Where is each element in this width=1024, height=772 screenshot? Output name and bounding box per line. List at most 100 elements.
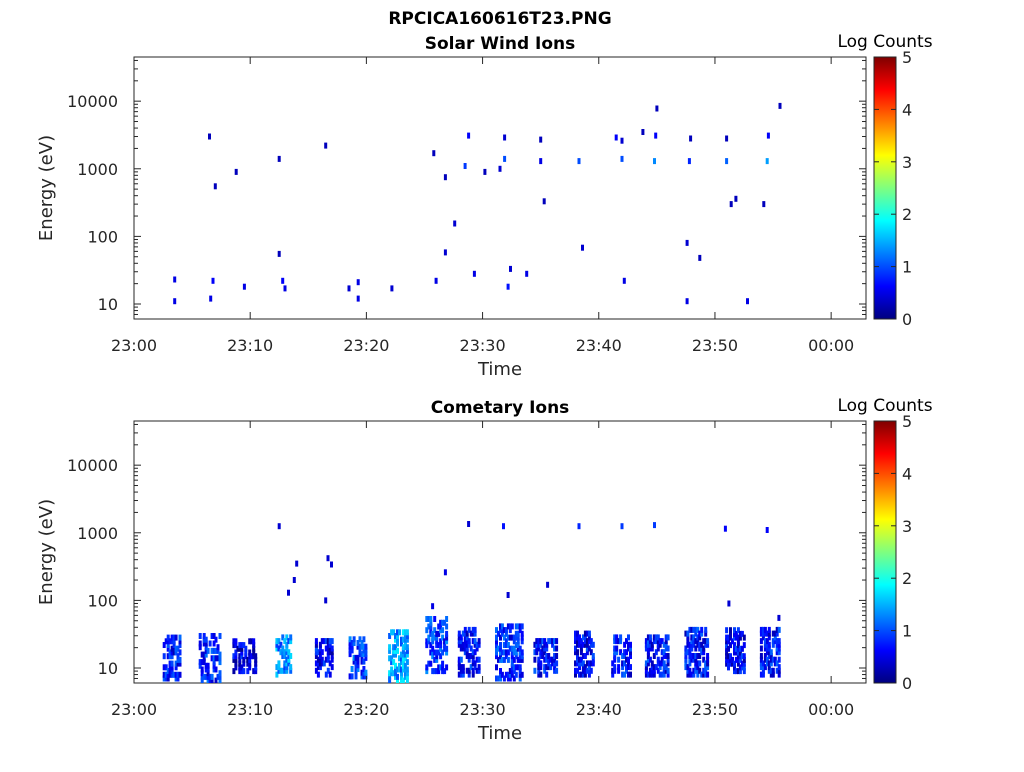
heatmap-cell	[759, 671, 763, 678]
heatmap-cell	[688, 649, 692, 656]
heatmap-cell	[392, 651, 396, 658]
heatmap-cell	[473, 641, 477, 648]
heatmap-cell	[238, 645, 242, 652]
heatmap-cell	[316, 649, 320, 656]
heatmap-cell	[244, 649, 248, 656]
heatmap-cell	[583, 638, 587, 645]
heatmap-cell	[684, 660, 688, 667]
heatmap-cell	[394, 644, 397, 651]
heatmap-cell	[578, 656, 581, 663]
heatmap-cell	[729, 201, 733, 208]
heatmap-cell	[425, 616, 429, 622]
heatmap-cell	[234, 649, 238, 656]
heatmap-cell	[200, 670, 204, 677]
heatmap-cell	[170, 645, 174, 652]
heatmap-cell	[763, 656, 767, 663]
heatmap-cell	[403, 673, 407, 680]
heatmap-cell	[692, 634, 696, 641]
heatmap-cell	[696, 626, 700, 633]
heatmap-cell	[330, 645, 334, 652]
heatmap-cell	[405, 673, 409, 680]
heatmap-cell	[704, 626, 708, 633]
heatmap-cell	[775, 649, 779, 656]
solar-wind-panel: Solar Wind Ions 23:00 23:10 23:20 23:30 23:4…	[36, 32, 933, 380]
heatmap-cell	[578, 634, 581, 641]
heatmap-cell	[706, 660, 710, 667]
heatmap-cell	[587, 671, 591, 678]
heatmap-cell	[469, 664, 473, 671]
heatmap-cell	[457, 660, 461, 667]
heatmap-cell	[769, 667, 773, 674]
colorbar	[873, 56, 897, 320]
heatmap-cell	[500, 649, 504, 656]
heatmap-cell	[348, 673, 352, 680]
heatmap-cell	[471, 653, 475, 659]
heatmap-cell	[510, 656, 514, 663]
heatmap-cell	[495, 627, 498, 634]
heatmap-cell	[277, 523, 281, 530]
heatmap-cell	[238, 664, 242, 671]
heatmap-cell	[277, 155, 281, 162]
heatmap-cell	[350, 666, 354, 672]
heatmap-cell	[206, 670, 210, 677]
heatmap-cell	[619, 634, 623, 641]
heatmap-cell	[771, 641, 775, 648]
heatmap-cell	[439, 638, 443, 645]
heatmap-cell	[662, 660, 666, 667]
heatmap-cell	[769, 649, 773, 656]
heatmap-cell	[172, 634, 176, 641]
heatmap-cell	[765, 656, 769, 663]
heatmap-cell	[405, 659, 409, 666]
heatmap-cell	[591, 656, 595, 663]
heatmap-cell	[465, 641, 469, 648]
heatmap-cell	[506, 283, 510, 290]
heatmap-cell	[545, 645, 549, 652]
heatmap-cell	[543, 649, 547, 656]
heatmap-cell	[518, 656, 522, 663]
heatmap-cell	[581, 671, 585, 678]
heatmap-cell	[543, 667, 547, 674]
heatmap-cell	[198, 640, 202, 647]
heatmap-cell	[318, 653, 322, 659]
heatmap-cell	[646, 638, 650, 645]
heatmap-cell	[324, 638, 328, 645]
heatmap-cell	[172, 642, 176, 648]
heatmap-cell	[696, 664, 700, 671]
heatmap-cell	[168, 638, 172, 645]
heatmap-cell	[506, 592, 510, 598]
heatmap-cell	[499, 675, 502, 682]
heatmap-cell	[514, 649, 518, 656]
heatmap-cell	[692, 638, 696, 645]
heatmap-cell	[204, 644, 208, 651]
heatmap-cell	[174, 671, 178, 678]
heatmap-cell	[615, 638, 619, 645]
heatmap-cell	[467, 638, 471, 645]
heatmap-cell	[463, 638, 467, 645]
heatmap-cell	[318, 641, 322, 648]
heatmap-cell	[734, 649, 738, 656]
heatmap-cell	[658, 660, 662, 667]
heatmap-cell	[218, 633, 222, 639]
heatmap-cell	[465, 649, 469, 656]
heatmap-cell	[578, 660, 581, 667]
y-axis-label: Energy (eV)	[36, 499, 57, 605]
panel-title: Cometary Ions	[431, 398, 570, 418]
heatmap-cell	[684, 656, 688, 663]
heatmap-cell	[620, 155, 624, 162]
heatmap-cell	[461, 671, 465, 678]
heatmap-cell	[390, 629, 394, 636]
heatmap-cell	[198, 662, 202, 669]
heatmap-cell	[352, 640, 356, 646]
colorbar-label: Log Counts	[837, 32, 932, 52]
x-axis-label: Time	[477, 723, 522, 744]
heatmap-cell	[617, 667, 621, 674]
heatmap-cell	[518, 653, 522, 660]
heatmap-cell	[176, 645, 180, 652]
heatmap-cell	[277, 645, 281, 652]
heatmap-cell	[662, 664, 666, 671]
heatmap-cell	[388, 644, 392, 651]
heatmap-cell	[170, 649, 174, 656]
heatmap-cell	[547, 664, 551, 671]
heatmap-cell	[347, 285, 351, 292]
heatmap-cell	[652, 638, 656, 645]
